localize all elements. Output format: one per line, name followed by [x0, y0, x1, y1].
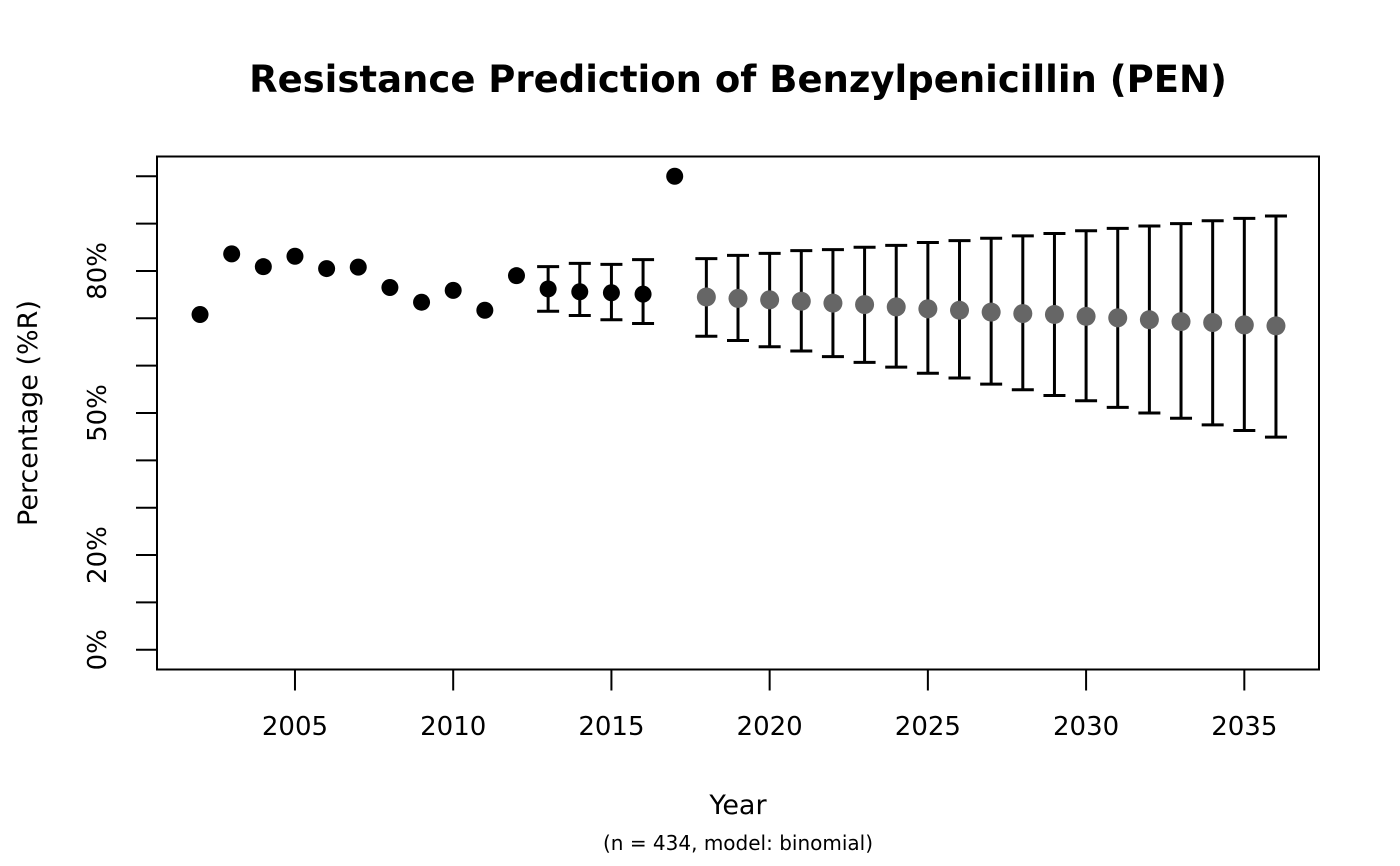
x-tick-label: 2030: [1053, 712, 1119, 742]
predicted-point: [950, 300, 970, 320]
observed-point: [602, 284, 620, 302]
observed-point: [191, 306, 209, 324]
predicted-point: [1076, 306, 1096, 326]
observed-point: [476, 301, 494, 319]
observed-point: [381, 279, 399, 297]
observed-point: [444, 281, 462, 299]
y-tick-label: 50%: [83, 384, 113, 442]
predicted-point: [728, 288, 748, 308]
predicted-point: [1013, 304, 1033, 324]
x-axis-title: Year: [709, 790, 767, 821]
x-tick-label: 2005: [262, 712, 328, 742]
y-tick-label: 20%: [83, 526, 113, 584]
observed-point: [507, 267, 525, 285]
predicted-point: [1139, 310, 1159, 330]
predicted-point: [1266, 316, 1286, 336]
chart-title: Resistance Prediction of Benzylpenicilli…: [249, 58, 1227, 101]
observed-point: [318, 260, 336, 278]
y-tick-label: 0%: [83, 629, 113, 670]
observed-point: [349, 258, 367, 276]
observed-point: [254, 258, 272, 276]
observed-point: [286, 247, 304, 265]
predicted-point: [1108, 308, 1128, 328]
predicted-point: [1203, 313, 1223, 333]
x-tick-label: 2015: [578, 712, 644, 742]
predicted-point: [918, 299, 938, 319]
predicted-point: [791, 291, 811, 311]
predicted-point: [855, 295, 875, 315]
x-tick-label: 2020: [737, 712, 803, 742]
predicted-point: [696, 287, 716, 307]
observed-point: [223, 245, 241, 263]
observed-point: [571, 283, 589, 301]
x-tick-label: 2025: [895, 712, 961, 742]
x-tick-label: 2035: [1211, 712, 1277, 742]
predicted-point: [1171, 312, 1191, 332]
x-tick-label: 2010: [420, 712, 486, 742]
predicted-point: [1234, 315, 1254, 335]
observed-point: [666, 167, 684, 185]
predicted-point: [981, 302, 1001, 322]
predicted-point: [1044, 305, 1064, 325]
observed-point: [634, 285, 652, 303]
predicted-point: [760, 290, 780, 310]
predicted-point: [823, 293, 843, 313]
observed-point: [539, 280, 557, 298]
x-axis-subtitle: (n = 434, model: binomial): [602, 831, 874, 855]
observed-point: [413, 293, 431, 311]
y-tick-label: 80%: [83, 242, 113, 300]
predicted-point: [886, 297, 906, 317]
